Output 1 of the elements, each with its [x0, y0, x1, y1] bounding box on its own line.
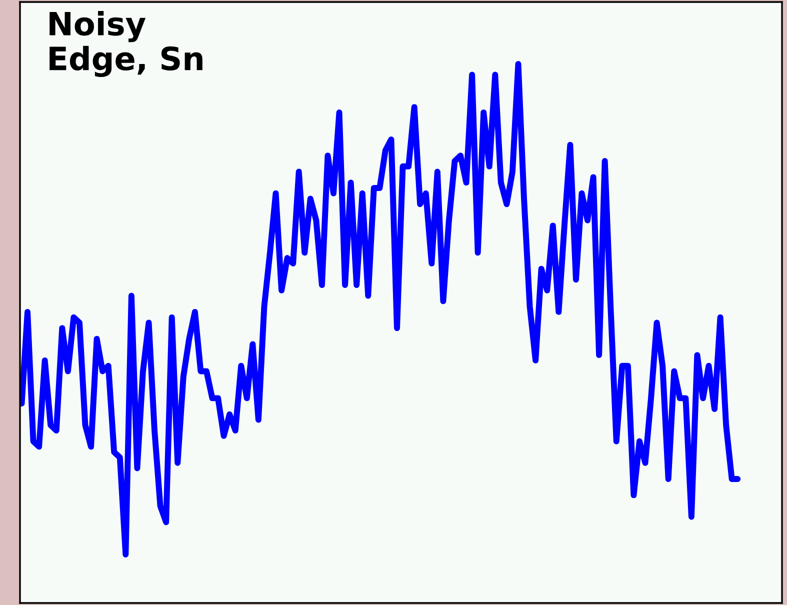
chart-title: Noisy Edge, Sn [50, 11, 202, 77]
